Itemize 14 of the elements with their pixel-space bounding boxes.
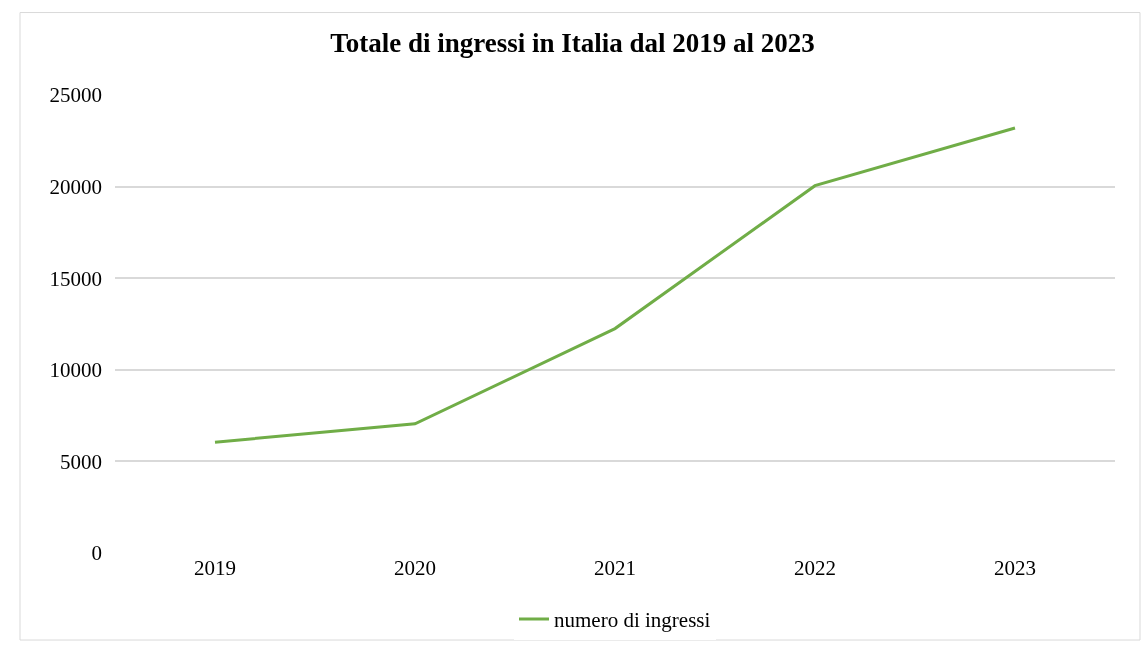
x-tick-label: 2020	[394, 556, 436, 580]
y-tick-label: 20000	[49, 174, 102, 199]
y-tick-label: 10000	[49, 358, 102, 383]
x-tick-label: 2019	[194, 556, 236, 580]
y-tick-label: 0	[91, 541, 102, 566]
x-tick-label: 2022	[794, 556, 836, 580]
legend-label: numero di ingressi	[554, 608, 711, 633]
y-tick-label: 5000	[60, 449, 102, 474]
y-tick-label: 15000	[49, 266, 102, 291]
x-tick-label: 2021	[594, 556, 636, 580]
chart-title: Totale di ingressi in Italia dal 2019 al 2023	[330, 28, 815, 59]
y-tick-label: 25000	[49, 83, 102, 108]
x-tick-label: 2023	[994, 556, 1036, 580]
line-series	[213, 126, 1017, 444]
